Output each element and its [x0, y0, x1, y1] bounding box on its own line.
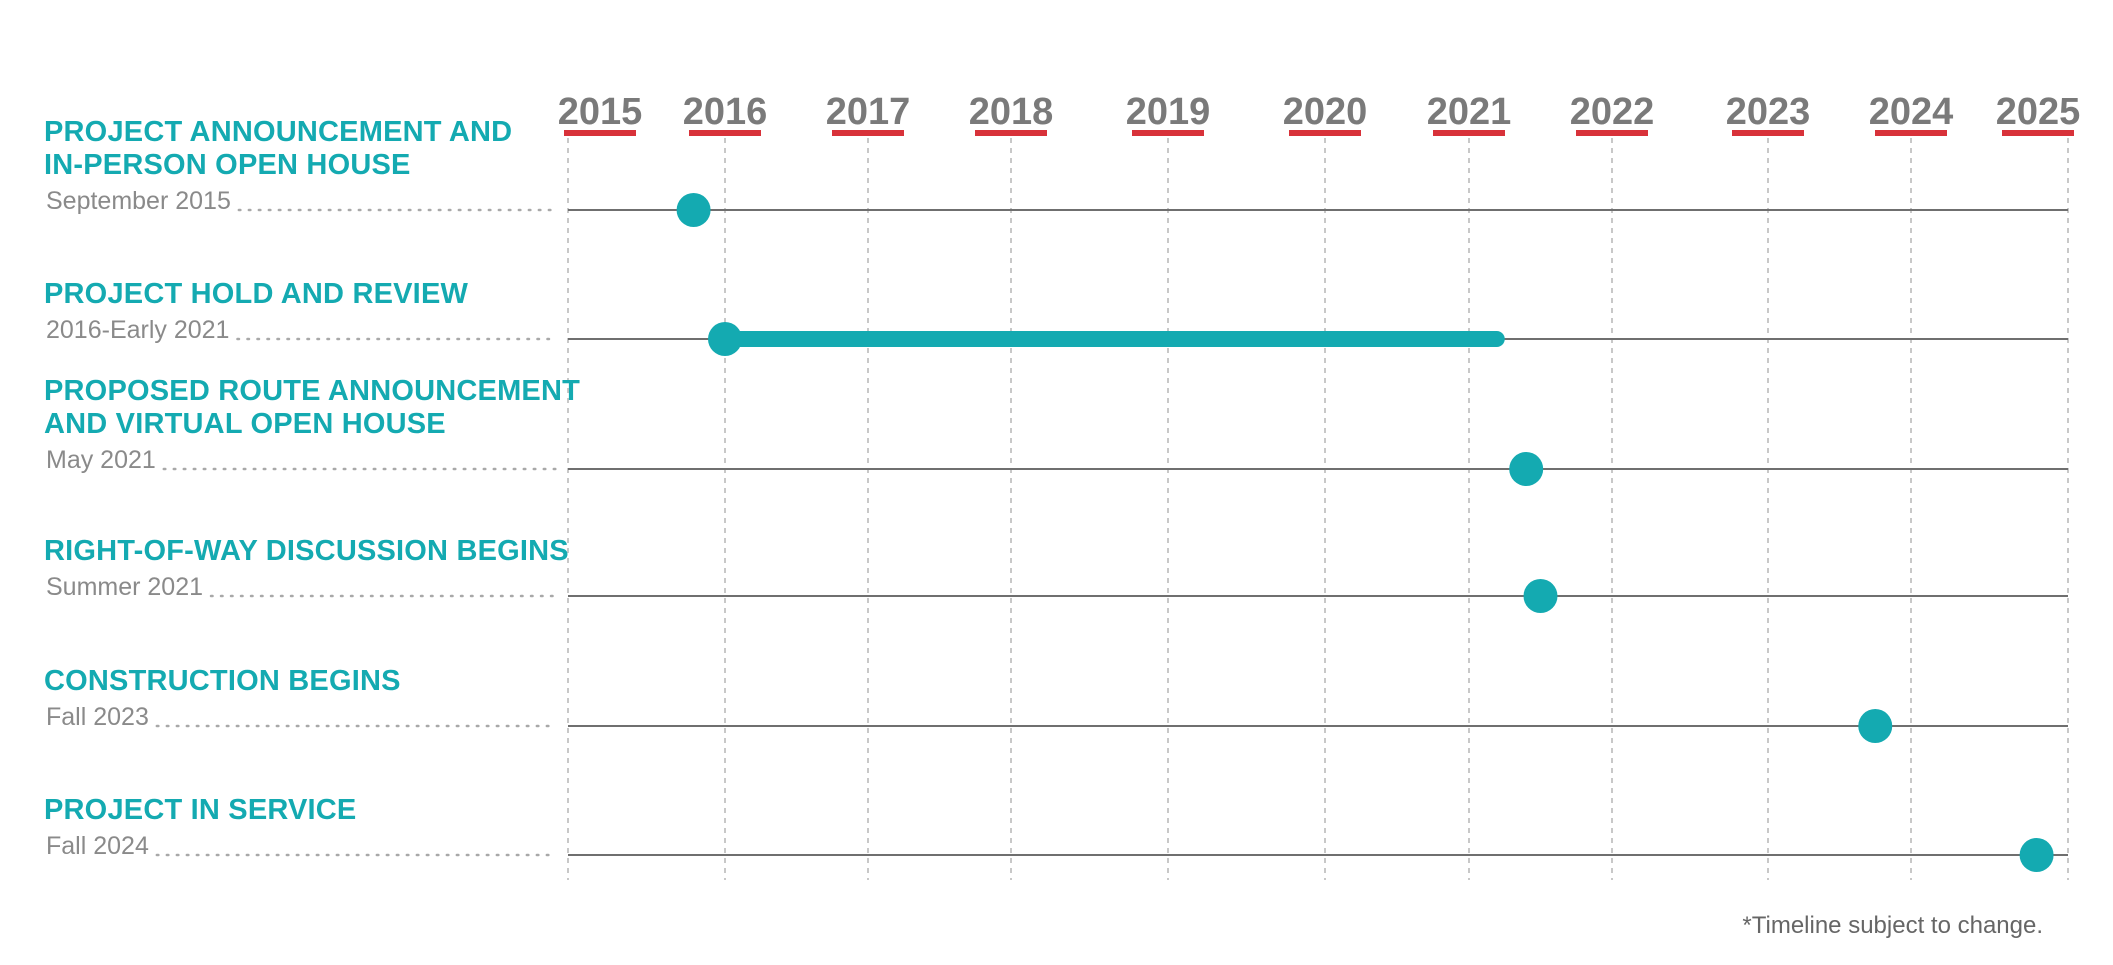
milestone-markers — [676, 193, 2054, 872]
milestone-title: RIGHT-OF-WAY DISCUSSION BEGINS — [44, 535, 569, 567]
milestone-dot — [1509, 452, 1544, 486]
milestone-date: May 2021 — [46, 446, 156, 474]
year-tick-label: 2021 — [1427, 91, 1512, 133]
milestone-title: IN-PERSON OPEN HOUSE — [44, 149, 411, 181]
milestone-date: Fall 2024 — [46, 832, 149, 860]
year-underline — [2002, 130, 2074, 136]
year-underline — [1732, 130, 1804, 136]
year-underline — [564, 130, 636, 136]
milestone-date: Fall 2023 — [46, 703, 149, 731]
year-axis: 2015 2016 2017 2018 2019 2020 2021 2022 2023 2024… — [558, 91, 2081, 136]
milestone-title: PROJECT ANNOUNCEMENT AND — [44, 116, 512, 148]
year-tick-label: 2022 — [1570, 91, 1655, 133]
range-bar — [725, 331, 1505, 347]
milestone-date: September 2015 — [46, 187, 231, 215]
year-underline — [1132, 130, 1204, 136]
vertical-gridlines — [567, 138, 2069, 880]
year-underline — [1289, 130, 1361, 136]
milestone-dot — [1858, 709, 1893, 743]
milestone-title: AND VIRTUAL OPEN HOUSE — [44, 408, 446, 440]
year-tick-label: 2015 — [558, 91, 643, 133]
footnote: *Timeline subject to change. — [1742, 912, 2043, 939]
year-tick-label: 2020 — [1283, 91, 1368, 133]
year-underline — [689, 130, 761, 136]
year-underline — [1875, 130, 1947, 136]
milestone-dot — [1523, 579, 1558, 613]
milestone-dot — [676, 193, 711, 227]
milestone-date: Summer 2021 — [46, 573, 203, 601]
milestone-title: CONSTRUCTION BEGINS — [44, 665, 401, 697]
year-underline — [832, 130, 904, 136]
milestone-title: PROJECT IN SERVICE — [44, 794, 356, 826]
milestone-title: PROJECT HOLD AND REVIEW — [44, 278, 468, 310]
year-tick-label: 2019 — [1126, 91, 1211, 133]
milestone-dot — [708, 322, 742, 356]
year-tick-label: 2018 — [969, 91, 1054, 133]
year-tick-label: 2017 — [826, 91, 911, 133]
year-underline — [975, 130, 1047, 136]
milestone-date: 2016-Early 2021 — [46, 316, 229, 344]
year-tick-label: 2023 — [1726, 91, 1811, 133]
year-underline — [1433, 130, 1505, 136]
year-underline — [1576, 130, 1648, 136]
year-tick-label: 2025 — [1996, 91, 2081, 133]
year-tick-label: 2016 — [683, 91, 768, 133]
milestone-dot — [2019, 838, 2054, 872]
year-tick-label: 2024 — [1869, 91, 1954, 133]
milestone-title: PROPOSED ROUTE ANNOUNCEMENT — [44, 375, 580, 407]
